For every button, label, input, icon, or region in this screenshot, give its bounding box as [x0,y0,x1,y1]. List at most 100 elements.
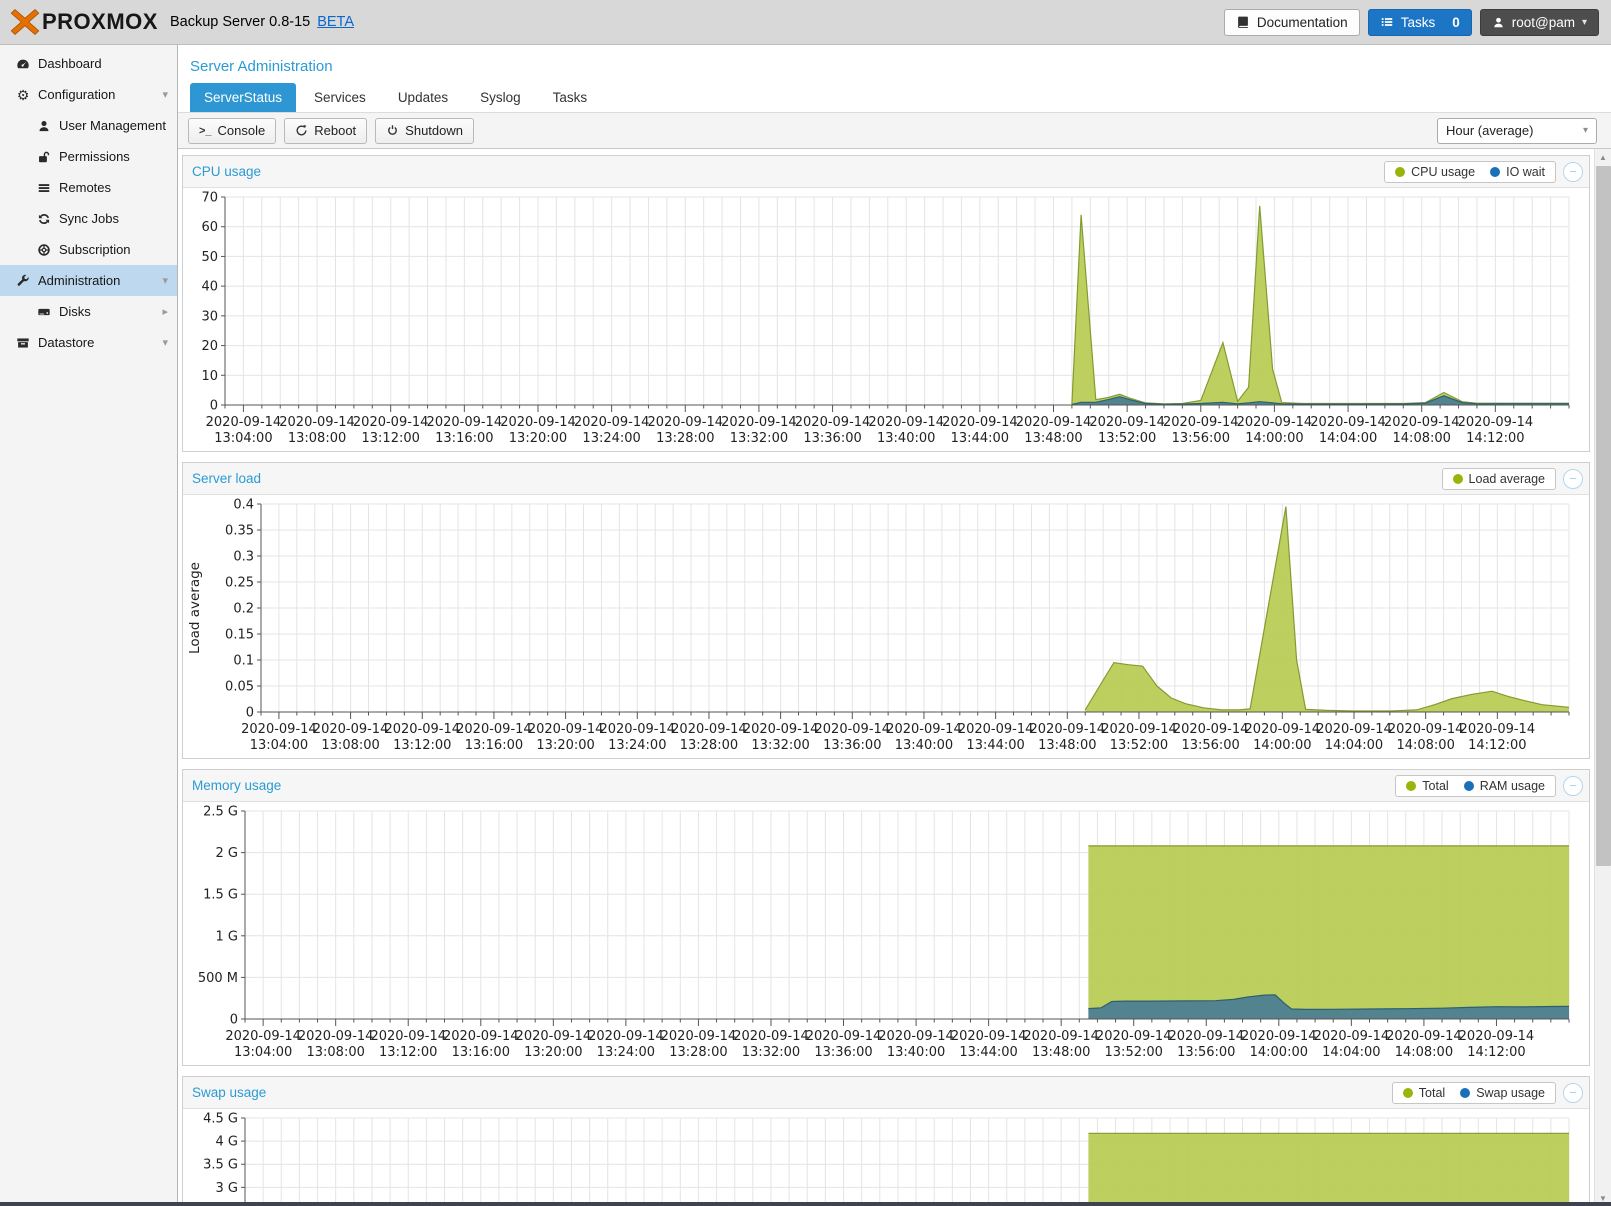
legend-item: Total [1406,779,1449,793]
vertical-scrollbar[interactable]: ▲ ▼ [1594,149,1611,1206]
console-label: Console [217,123,266,138]
main-area: Server Administration ServerStatus Servi… [178,45,1611,1206]
sidebar-item-user-management[interactable]: User Management [0,110,177,141]
tab-bar: ServerStatus Services Updates Syslog Tas… [178,81,1611,112]
panel-header: CPU usage CPU usage IO wait − [183,156,1589,188]
collapse-panel-icon[interactable]: − [1563,161,1583,182]
legend-dot-icon [1406,780,1417,791]
chevron-down-icon[interactable]: ▾ [162,337,168,349]
svg-text:13:04:00: 13:04:00 [214,431,272,446]
svg-text:2020-09-14: 2020-09-14 [353,415,429,430]
shutdown-button[interactable]: Shutdown [375,117,474,144]
svg-text:2020-09-14: 2020-09-14 [298,1029,374,1044]
sidebar-item-subscription[interactable]: Subscription [0,234,177,265]
collapse-panel-icon[interactable]: − [1563,468,1583,489]
panel-title: Swap usage [192,1085,267,1100]
svg-text:0: 0 [246,706,254,721]
legend-dot-icon [1490,166,1501,177]
svg-text:2020-09-14: 2020-09-14 [1096,1029,1172,1044]
svg-text:13:16:00: 13:16:00 [465,738,523,753]
scroll-down-icon[interactable]: ▼ [1599,1193,1607,1203]
shutdown-label: Shutdown [405,123,463,138]
svg-text:13:08:00: 13:08:00 [306,1045,364,1060]
svg-text:2020-09-14: 2020-09-14 [1314,1029,1390,1044]
svg-text:13:28:00: 13:28:00 [669,1045,727,1060]
console-button[interactable]: >_ Console [188,117,277,144]
svg-text:1.5 G: 1.5 G [203,888,238,903]
scrollbar-thumb[interactable] [1596,166,1611,866]
sidebar-item-administration[interactable]: Administration ▾ [0,265,177,296]
svg-text:4.5 G: 4.5 G [203,1112,238,1127]
svg-text:2020-09-14: 2020-09-14 [743,722,819,737]
svg-text:30: 30 [201,309,218,324]
sidebar-item-sync-jobs[interactable]: Sync Jobs [0,203,177,234]
svg-text:500 M: 500 M [198,971,238,986]
svg-text:2020-09-14: 2020-09-14 [225,1029,301,1044]
svg-text:14:04:00: 14:04:00 [1322,1045,1380,1060]
svg-text:13:36:00: 13:36:00 [823,738,881,753]
tasks-button[interactable]: Tasks 0 [1367,8,1472,36]
svg-text:2020-09-14: 2020-09-14 [500,415,576,430]
tab-updates[interactable]: Updates [397,90,449,105]
sidebar-item-permissions[interactable]: Permissions [0,141,177,172]
page-title: Server Administration [190,58,333,75]
reboot-button[interactable]: Reboot [284,117,368,144]
panel-title: CPU usage [192,164,262,179]
svg-text:14:00:00: 14:00:00 [1250,1045,1308,1060]
collapse-panel-icon[interactable]: − [1563,1082,1583,1103]
scroll-up-icon[interactable]: ▲ [1599,152,1607,162]
svg-text:13:12:00: 13:12:00 [379,1045,437,1060]
svg-text:0.15: 0.15 [225,628,254,643]
tab-tasks[interactable]: Tasks [552,90,588,105]
sidebar-item-label: Permissions [59,149,130,164]
sidebar-item-remotes[interactable]: Remotes [0,172,177,203]
svg-text:13:40:00: 13:40:00 [887,1045,945,1060]
collapse-panel-icon[interactable]: − [1563,775,1583,796]
documentation-button[interactable]: Documentation [1223,8,1360,36]
svg-text:13:40:00: 13:40:00 [877,431,935,446]
life-ring-icon [33,243,55,257]
svg-text:2020-09-14: 2020-09-14 [1023,1029,1099,1044]
tab-services[interactable]: Services [314,90,366,105]
legend-label: Total [1418,1085,1446,1100]
user-menu-button[interactable]: root@pam ▾ [1479,8,1599,36]
svg-text:10: 10 [201,369,218,384]
svg-text:2020-09-14: 2020-09-14 [1388,722,1464,737]
time-range-select[interactable]: Hour (average) ▾ [1437,117,1597,144]
chevron-down-icon[interactable]: ▾ [162,275,168,287]
svg-text:40: 40 [201,280,218,295]
chevron-down-icon[interactable]: ▾ [162,89,168,101]
svg-text:14:04:00: 14:04:00 [1325,738,1383,753]
user-icon [1494,17,1503,27]
window-bottom-edge [0,1202,1611,1206]
chevron-right-icon[interactable]: ▸ [162,306,168,318]
svg-text:2020-09-14: 2020-09-14 [313,722,389,737]
gears-icon: ⚙ [16,86,30,103]
legend-item: CPU usage [1395,165,1475,179]
beta-link[interactable]: BETA [317,14,355,30]
panel-header: Swap usage Total Swap usage − [183,1077,1589,1109]
sidebar-item-label: Configuration [38,87,116,102]
svg-text:2020-09-14: 2020-09-14 [1237,415,1313,430]
legend-dot-icon [1402,1087,1413,1098]
svg-text:2020-09-14: 2020-09-14 [1245,722,1321,737]
svg-text:2020-09-14: 2020-09-14 [1386,1029,1462,1044]
legend-label: Load average [1468,471,1545,486]
reboot-label: Reboot [314,123,357,138]
sidebar-item-label: Dashboard [38,56,102,71]
svg-text:2020-09-14: 2020-09-14 [647,415,723,430]
legend-item: Load average [1452,471,1545,486]
tab-syslog[interactable]: Syslog [480,90,521,105]
sidebar-item-dashboard[interactable]: Dashboard [0,48,177,79]
sidebar-item-configuration[interactable]: ⚙ Configuration ▾ [0,79,177,110]
svg-text:2020-09-14: 2020-09-14 [958,722,1034,737]
tab-serverstatus[interactable]: ServerStatus [190,83,297,112]
chart-legend: Load average [1441,467,1556,490]
sidebar-item-datastore[interactable]: Datastore ▾ [0,327,177,358]
svg-text:0.1: 0.1 [233,654,254,669]
svg-text:13:12:00: 13:12:00 [393,738,451,753]
svg-text:13:40:00: 13:40:00 [895,738,953,753]
svg-text:60: 60 [201,220,218,235]
sidebar-item-disks[interactable]: Disks ▸ [0,296,177,327]
